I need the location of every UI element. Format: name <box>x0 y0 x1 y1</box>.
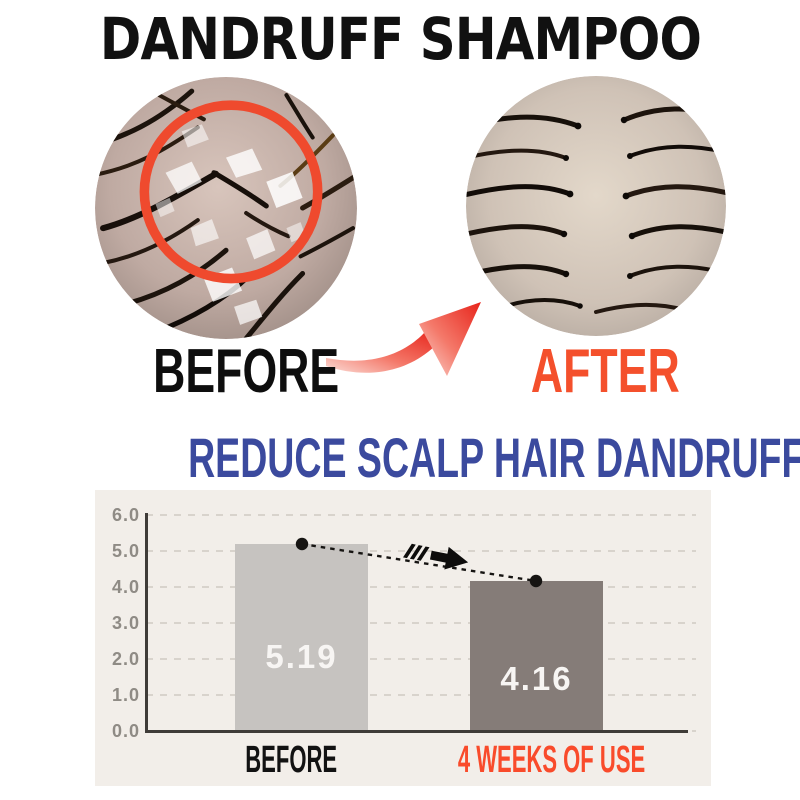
bar-chart <box>145 513 696 733</box>
before-label: BEFORE <box>152 337 340 406</box>
after-label: AFTER <box>530 337 680 406</box>
after-scalp-image <box>466 76 726 336</box>
category-label-after: 4 WEEKS OF USE <box>457 739 646 781</box>
bar-value-after: 4.16 <box>500 660 573 697</box>
y-tick-3: 3.0 <box>111 613 140 633</box>
after-photo <box>466 76 726 336</box>
bar-value-before: 5.19 <box>265 638 338 675</box>
trend-dotted-line <box>301 542 537 583</box>
trend-dot-before <box>295 537 309 551</box>
category-label-before: BEFORE <box>245 739 337 781</box>
page-title-text: DANDRUFF SHAMPOO <box>99 5 701 73</box>
before-photo <box>95 77 357 339</box>
trend-dot-after <box>529 574 543 588</box>
y-tick-6: 6.0 <box>111 505 140 525</box>
y-tick-4: 4.0 <box>111 577 140 597</box>
headline: REDUCE SCALP HAIR DANDRUFF BY 19% <box>188 426 800 489</box>
y-tick-2: 2.0 <box>111 649 140 669</box>
highlight-ring-icon <box>139 100 323 284</box>
transition-arrow-icon <box>323 278 485 396</box>
trend-arrow-icon <box>403 543 469 570</box>
page-title: DANDRUFF SHAMPOO <box>0 10 800 68</box>
bar-before <box>235 544 368 731</box>
y-tick-1: 1.0 <box>111 685 140 705</box>
dandruff-flakes <box>155 124 306 325</box>
hair-follicles <box>560 116 687 313</box>
y-tick-5: 5.0 <box>111 541 140 561</box>
bar-chart-panel: 6.0 5.0 4.0 3.0 2.0 1.0 0.0 5.19 4.16 BE… <box>95 490 711 786</box>
y-tick-0: 0.0 <box>111 721 140 741</box>
bar-after <box>470 581 603 731</box>
before-scalp-image <box>95 77 357 339</box>
